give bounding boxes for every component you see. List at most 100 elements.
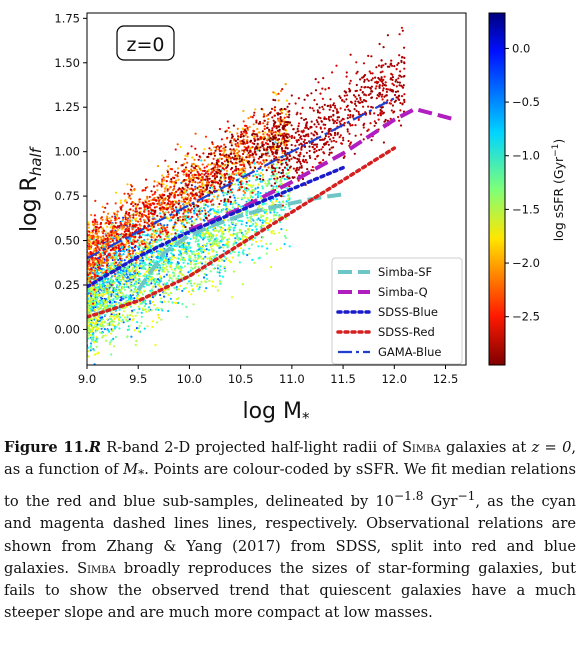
galaxy-point: [122, 225, 125, 229]
galaxy-point: [146, 195, 149, 198]
galaxy-point: [93, 273, 96, 276]
galaxy-point: [125, 248, 128, 251]
galaxy-point: [279, 180, 283, 183]
galaxy-point: [84, 267, 86, 269]
galaxy-point: [212, 267, 215, 270]
galaxy-point: [177, 178, 180, 181]
galaxy-point: [90, 275, 93, 278]
galaxy-point: [223, 224, 226, 227]
galaxy-point: [274, 141, 277, 144]
galaxy-point: [110, 286, 113, 289]
galaxy-point: [335, 64, 338, 67]
galaxy-point: [152, 240, 155, 243]
galaxy-point: [179, 251, 182, 254]
galaxy-point: [269, 220, 272, 223]
galaxy-point: [117, 312, 120, 315]
galaxy-point: [133, 249, 136, 252]
galaxy-point: [193, 176, 196, 179]
galaxy-point: [93, 288, 96, 291]
galaxy-point: [112, 324, 115, 327]
galaxy-point: [128, 286, 131, 290]
galaxy-point: [218, 150, 221, 153]
galaxy-point: [109, 267, 112, 270]
galaxy-point: [84, 291, 86, 293]
galaxy-point: [191, 288, 195, 291]
galaxy-point: [224, 176, 227, 179]
galaxy-point: [134, 343, 137, 347]
galaxy-point: [149, 289, 152, 292]
galaxy-point: [176, 261, 179, 264]
galaxy-point: [84, 305, 86, 307]
galaxy-point: [161, 178, 164, 181]
galaxy-point: [107, 222, 111, 226]
galaxy-point: [96, 303, 99, 306]
galaxy-point: [103, 279, 106, 282]
galaxy-point: [187, 221, 191, 224]
galaxy-point: [204, 260, 207, 264]
galaxy-point: [104, 206, 107, 209]
galaxy-point: [107, 212, 110, 215]
galaxy-point: [123, 259, 126, 262]
galaxy-point: [129, 305, 132, 308]
galaxy-point: [110, 219, 113, 222]
galaxy-point: [101, 331, 104, 334]
galaxy-point: [106, 280, 110, 283]
galaxy-point: [156, 224, 159, 227]
galaxy-point: [111, 256, 114, 259]
galaxy-point: [208, 174, 211, 178]
galaxy-point: [204, 135, 208, 138]
galaxy-point: [322, 159, 325, 162]
galaxy-point: [102, 254, 105, 257]
galaxy-point: [132, 204, 135, 208]
galaxy-point: [138, 214, 141, 217]
galaxy-point: [128, 219, 132, 222]
galaxy-point: [179, 258, 182, 261]
galaxy-point: [108, 278, 111, 281]
galaxy-point: [224, 210, 227, 213]
galaxy-point: [284, 236, 287, 239]
galaxy-point: [273, 114, 276, 117]
galaxy-point: [260, 224, 263, 227]
galaxy-point: [238, 173, 241, 176]
galaxy-point: [97, 315, 100, 318]
galaxy-point: [87, 300, 90, 303]
galaxy-point: [106, 266, 109, 269]
galaxy-point: [127, 328, 131, 331]
galaxy-point: [200, 206, 203, 209]
galaxy-point: [282, 201, 285, 204]
galaxy-point: [257, 183, 260, 186]
galaxy-point: [89, 317, 92, 320]
galaxy-point: [248, 227, 251, 230]
galaxy-point: [110, 314, 113, 318]
galaxy-point: [145, 310, 148, 313]
galaxy-point: [242, 190, 245, 193]
galaxy-point: [129, 281, 132, 284]
galaxy-point: [192, 221, 196, 225]
galaxy-point: [94, 257, 97, 260]
galaxy-point: [285, 99, 288, 102]
galaxy-point: [88, 230, 91, 233]
galaxy-point: [85, 302, 87, 304]
galaxy-point: [166, 175, 170, 178]
galaxy-point: [99, 242, 102, 245]
galaxy-point: [278, 231, 281, 234]
galaxy-point: [123, 283, 126, 286]
galaxy-point: [357, 118, 360, 121]
galaxy-point: [224, 270, 227, 273]
galaxy-point: [154, 283, 157, 286]
galaxy-point: [156, 306, 159, 310]
galaxy-point: [196, 262, 199, 265]
galaxy-point: [145, 256, 148, 259]
galaxy-point: [95, 243, 98, 246]
galaxy-point: [218, 242, 221, 245]
galaxy-point: [84, 326, 86, 328]
galaxy-point: [91, 237, 94, 240]
galaxy-point: [169, 291, 172, 294]
galaxy-point: [106, 217, 109, 220]
galaxy-point: [194, 188, 197, 191]
galaxy-point: [250, 217, 253, 220]
galaxy-point: [126, 314, 129, 317]
galaxy-point: [272, 91, 275, 94]
galaxy-point: [89, 292, 92, 295]
galaxy-point: [107, 297, 110, 300]
